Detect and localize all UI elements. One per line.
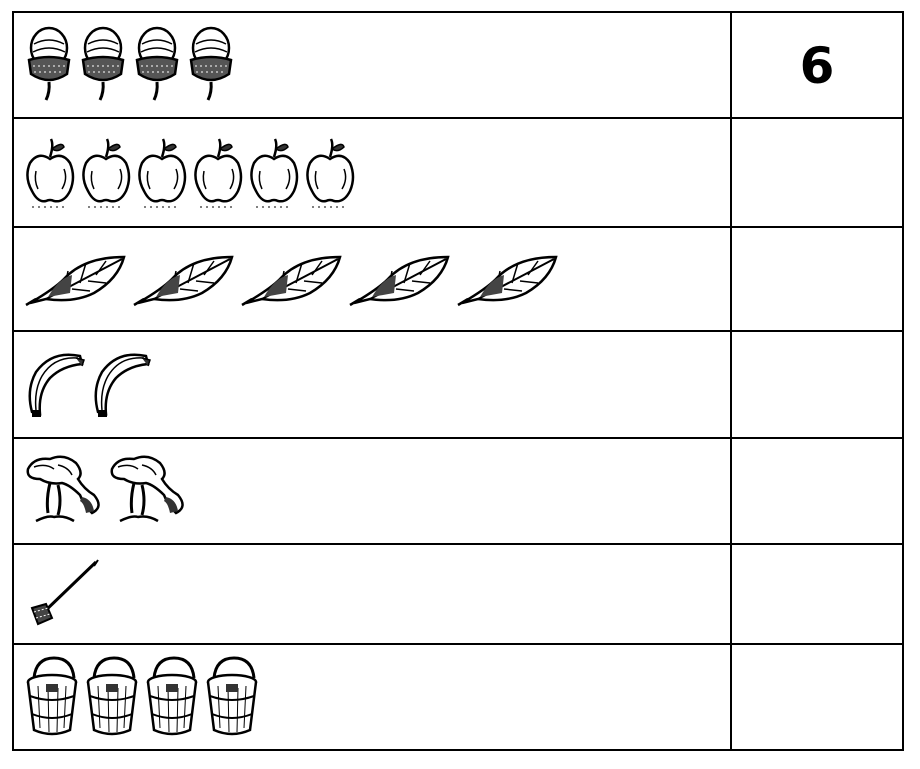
row-buckets xyxy=(14,643,902,749)
row-apples xyxy=(14,117,902,226)
picture-cell xyxy=(24,13,236,119)
leaf-icon xyxy=(348,249,452,309)
apple-icon xyxy=(304,137,356,209)
answer-box[interactable] xyxy=(732,439,902,543)
rake-icon xyxy=(24,558,104,630)
apple-icon xyxy=(24,137,76,209)
apple-icon xyxy=(248,137,300,209)
bucket-icon xyxy=(204,656,260,738)
acorn-icon xyxy=(132,26,182,106)
row-leaves xyxy=(14,226,902,330)
row-trees xyxy=(14,437,902,543)
answer-box[interactable] xyxy=(732,645,902,749)
acorn-icon xyxy=(24,26,74,106)
tree-icon xyxy=(24,455,104,527)
row-bananas xyxy=(14,330,902,437)
answer-box[interactable] xyxy=(732,332,902,437)
column-divider xyxy=(730,13,732,749)
leaf-icon xyxy=(24,249,128,309)
leaf-icon xyxy=(240,249,344,309)
tree-icon xyxy=(108,455,188,527)
counting-worksheet: 6 xyxy=(12,11,904,751)
apple-icon xyxy=(136,137,188,209)
picture-cell xyxy=(24,645,260,749)
picture-cell xyxy=(24,545,104,643)
acorn-icon xyxy=(186,26,236,106)
answer-box[interactable] xyxy=(732,119,902,226)
acorn-icon xyxy=(78,26,128,106)
bucket-icon xyxy=(144,656,200,738)
leaf-icon xyxy=(132,249,236,309)
picture-cell xyxy=(24,119,356,226)
apple-icon xyxy=(192,137,244,209)
answer-box[interactable] xyxy=(732,545,902,643)
answer-box[interactable] xyxy=(732,228,902,330)
apple-icon xyxy=(80,137,132,209)
answer-box[interactable]: 6 xyxy=(799,37,835,95)
bucket-icon xyxy=(24,656,80,738)
picture-cell xyxy=(24,332,152,437)
picture-cell xyxy=(24,228,560,330)
picture-cell xyxy=(24,439,188,543)
leaf-icon xyxy=(456,249,560,309)
banana-icon xyxy=(24,350,86,420)
banana-icon xyxy=(90,350,152,420)
row-rake xyxy=(14,543,902,643)
row-acorns: 6 xyxy=(14,13,902,119)
bucket-icon xyxy=(84,656,140,738)
